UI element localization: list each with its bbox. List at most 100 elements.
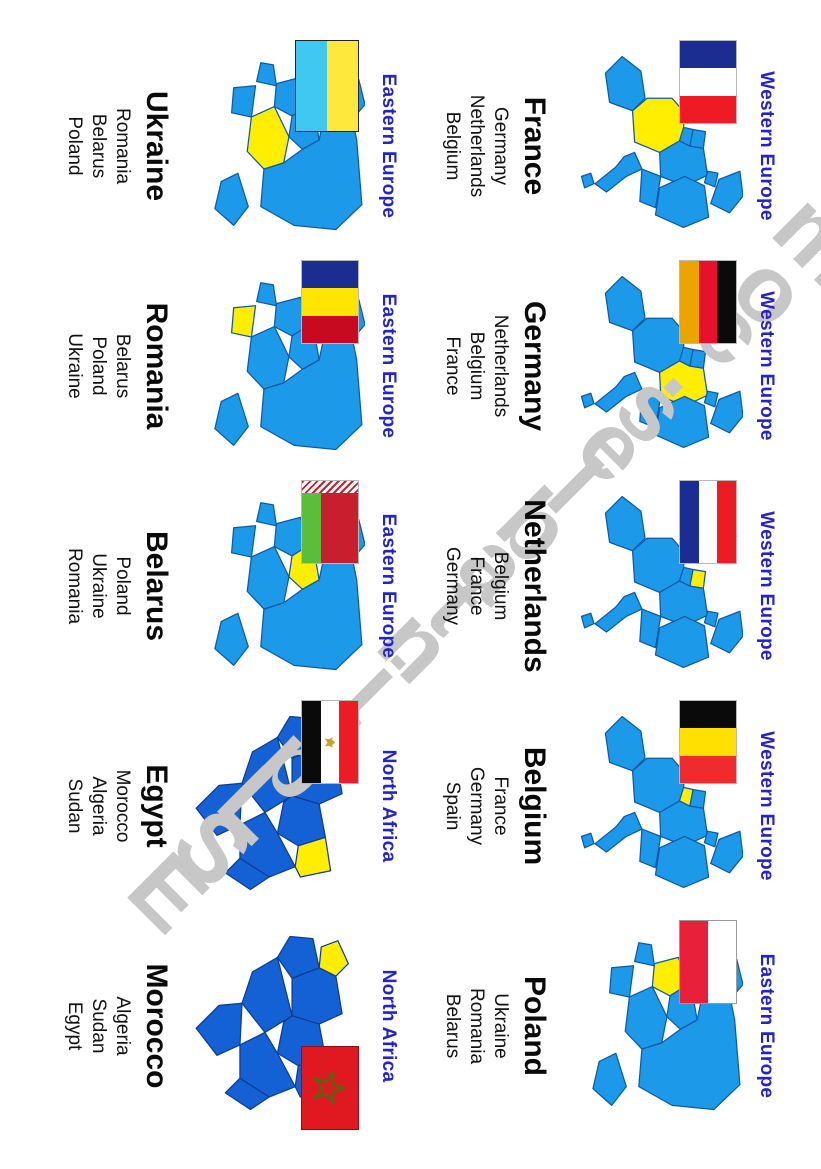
flag-of-belarus [301, 480, 359, 564]
neighbor-country: Belgium [490, 551, 511, 621]
flag-of-germany [679, 260, 737, 344]
country-shape [276, 795, 327, 847]
country-shape [654, 615, 710, 669]
highlighted-country-shape [659, 360, 709, 407]
flag-of-egypt [301, 700, 359, 784]
neighbor-country: Sudan [88, 998, 109, 1054]
neighbor-country: Sudan [64, 778, 85, 834]
neighbor-country: Ukraine [64, 333, 85, 399]
pentagram-star-icon [302, 1047, 358, 1129]
region-title: Western Europe [756, 71, 777, 221]
western-europe-map [580, 715, 743, 889]
country-shape [594, 591, 643, 633]
country-shape [710, 610, 743, 654]
belarus-ornament-hoist [302, 481, 358, 494]
neighbor-list: Romania Belarus Poland [62, 40, 134, 252]
flag-stripe [302, 261, 358, 289]
neighbor-list: Belgium France Germany [440, 480, 512, 692]
country-shape [654, 835, 710, 889]
neighbor-country: Germany [466, 766, 487, 846]
country-shape [291, 967, 343, 1025]
country-name: Morocco [140, 963, 173, 1089]
country-shape [255, 62, 278, 87]
neighbor-country: Ukraine [490, 993, 511, 1059]
neighbor-country: Belarus [112, 333, 133, 399]
region-title: Eastern Europe [378, 293, 399, 439]
neighbor-country: Poland [88, 336, 109, 396]
country-shape [639, 828, 662, 869]
country-shape [594, 811, 643, 853]
country-shape [214, 172, 249, 226]
flag-of-ukraine [295, 40, 359, 132]
country-shape [195, 1002, 243, 1056]
region-title: North Africa [378, 969, 399, 1083]
flag-stripe [320, 493, 358, 563]
flag-of-belgium [679, 700, 737, 784]
region-title: Western Europe [756, 511, 777, 661]
country-shape [703, 170, 719, 188]
neighbor-country: Egypt [64, 1001, 85, 1051]
map-area [189, 480, 375, 692]
neighbor-country: Algeria [88, 776, 109, 836]
country-card: Western Europe Belgium France Germany Sp… [427, 700, 779, 912]
country-shape [654, 175, 710, 229]
region-title: Eastern Europe [378, 513, 399, 659]
flag-stripe [302, 493, 321, 563]
neighbor-list: France Germany Spain [440, 700, 512, 912]
country-card: Western Europe France Germany Netherland… [427, 40, 779, 252]
neighbor-country: Spain [442, 781, 463, 831]
country-shape [659, 800, 709, 847]
flag-stripe [680, 921, 708, 1003]
neighbor-country: Netherlands [466, 94, 487, 198]
country-shape [592, 1052, 627, 1106]
country-name: Belgium [518, 746, 551, 866]
eagle-emblem-icon [302, 701, 358, 783]
country-shape [224, 1077, 270, 1111]
flag-field [302, 493, 358, 563]
country-shape [639, 388, 662, 429]
map-area [189, 700, 375, 912]
neighbor-country: Morocco [112, 769, 133, 843]
country-shape [608, 965, 635, 998]
country-shape [604, 495, 646, 552]
country-card: Eastern Europe Ukraine Romania Belarus P… [49, 40, 401, 252]
country-name: Egypt [140, 764, 173, 848]
country-shape [214, 612, 249, 666]
flag-stripe [296, 41, 327, 131]
region-title: Western Europe [756, 291, 777, 441]
country-name: Ukraine [140, 90, 173, 202]
flag-stripe [680, 701, 736, 729]
country-name: Belarus [140, 530, 173, 642]
country-shape [604, 55, 646, 112]
flag-stripe [679, 481, 699, 563]
country-card: North Africa Morocco Algeria Sudan Egypt [49, 920, 401, 1132]
country-shape [580, 832, 595, 849]
country-name: Poland [518, 975, 551, 1076]
map-area [567, 40, 753, 252]
neighbor-country: Poland [112, 556, 133, 616]
western-europe-map [580, 55, 743, 229]
country-shape [639, 608, 662, 649]
country-shape [703, 610, 719, 628]
neighbor-country: Germany [490, 106, 511, 186]
neighbor-country: Romania [112, 107, 133, 185]
country-shape [580, 612, 595, 629]
flag-of-romania [301, 260, 359, 344]
neighbor-country: Netherlands [490, 314, 511, 418]
map-area [567, 920, 753, 1132]
map-area [189, 260, 375, 472]
flag-stripe [680, 41, 736, 69]
neighbor-country: Belgium [466, 331, 487, 401]
highlighted-country-shape [230, 305, 257, 338]
highlighted-country-shape [246, 105, 290, 170]
map-area [567, 700, 753, 912]
flag-of-poland [679, 920, 737, 1004]
flag-stripe [680, 95, 736, 123]
country-shape [580, 392, 595, 409]
map-area [189, 920, 375, 1132]
north-africa-map [195, 935, 349, 1111]
flag-stripe [717, 261, 736, 343]
country-shape [255, 502, 278, 527]
country-shape [659, 140, 709, 187]
flag-of-morocco [301, 1046, 359, 1130]
